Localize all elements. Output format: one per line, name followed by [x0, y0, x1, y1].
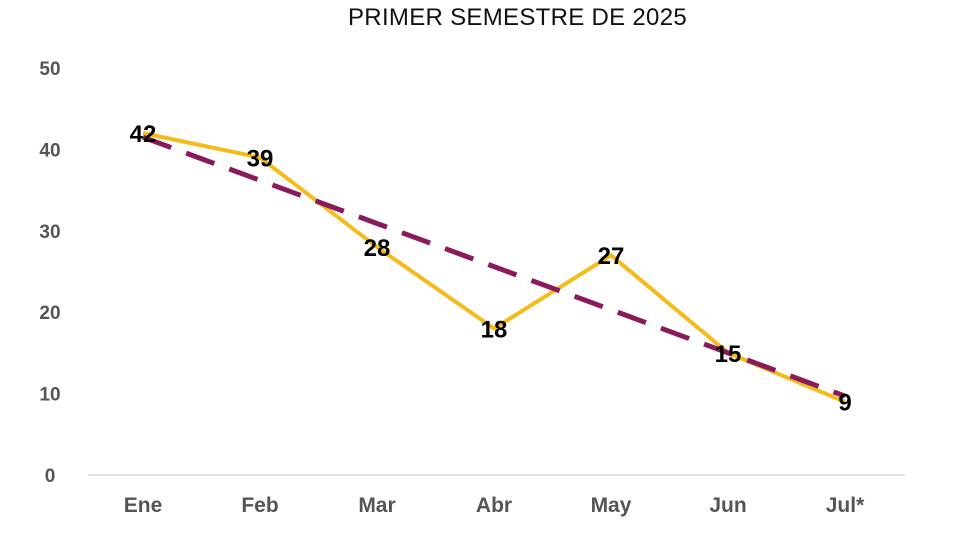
data-label-layer: 42 39 28 18 27 15 9 [130, 121, 852, 417]
data-label: 9 [838, 390, 851, 417]
data-label: 15 [715, 341, 742, 368]
trendline-series [142, 134, 846, 399]
y-tick-label: 30 [39, 222, 60, 243]
x-tick-label: Mar [358, 494, 395, 517]
y-axis: 0 10 20 30 40 50 [39, 59, 60, 487]
x-tick-label: Jun [709, 494, 746, 517]
data-label: 28 [364, 235, 391, 262]
data-label: 27 [598, 243, 625, 270]
x-tick-label: Abr [476, 494, 512, 517]
data-label: 18 [481, 316, 508, 343]
y-tick-label: 50 [39, 59, 60, 80]
x-tick-label: Ene [124, 494, 163, 517]
y-tick-label: 0 [45, 466, 56, 487]
x-tick-label: Jul* [826, 494, 865, 517]
x-axis: Ene Feb Mar Abr May Jun Jul* [124, 494, 865, 517]
y-tick-label: 20 [39, 303, 60, 324]
data-label: 42 [130, 121, 157, 148]
chart-title: PRIMER SEMESTRE DE 2025 [348, 4, 687, 31]
x-tick-label: May [591, 494, 632, 517]
x-tick-label: Feb [241, 494, 278, 517]
y-tick-label: 40 [39, 140, 60, 161]
data-label: 39 [247, 146, 274, 173]
y-tick-label: 10 [39, 385, 60, 406]
series-layer [142, 131, 846, 404]
